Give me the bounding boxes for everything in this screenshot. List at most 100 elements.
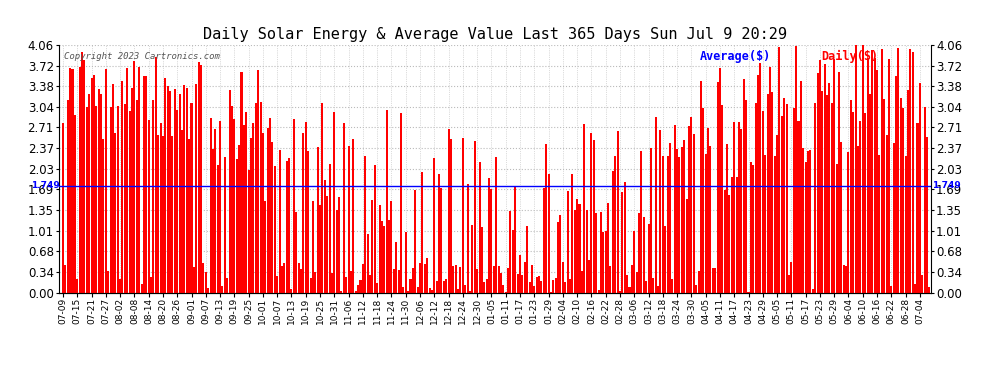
Bar: [849, 100, 851, 292]
Bar: [729, 195, 731, 292]
Bar: [759, 63, 761, 292]
Bar: [136, 100, 138, 292]
Bar: [922, 275, 924, 292]
Bar: [419, 263, 421, 292]
Bar: [902, 108, 904, 292]
Text: Copyright 2023 Cartronics.com: Copyright 2023 Cartronics.com: [63, 53, 220, 62]
Bar: [566, 190, 568, 292]
Bar: [100, 94, 102, 292]
Bar: [390, 201, 392, 292]
Bar: [854, 45, 856, 292]
Bar: [495, 158, 497, 292]
Bar: [76, 279, 78, 292]
Bar: [526, 226, 528, 292]
Bar: [105, 69, 107, 292]
Bar: [842, 266, 844, 292]
Bar: [826, 96, 828, 292]
Bar: [347, 146, 349, 292]
Bar: [595, 213, 597, 292]
Bar: [905, 156, 907, 292]
Bar: [712, 268, 714, 292]
Bar: [871, 50, 873, 292]
Bar: [900, 98, 902, 292]
Bar: [322, 104, 324, 292]
Bar: [742, 79, 744, 292]
Bar: [378, 205, 380, 292]
Bar: [805, 162, 807, 292]
Bar: [319, 206, 321, 292]
Bar: [517, 274, 519, 292]
Bar: [78, 67, 80, 292]
Bar: [202, 263, 204, 292]
Bar: [271, 142, 273, 292]
Bar: [312, 201, 314, 292]
Bar: [498, 266, 500, 292]
Bar: [688, 126, 690, 292]
Bar: [93, 75, 95, 292]
Bar: [522, 274, 524, 292]
Bar: [386, 110, 388, 292]
Bar: [841, 142, 842, 292]
Bar: [388, 220, 390, 292]
Bar: [859, 121, 861, 292]
Bar: [264, 201, 266, 292]
Bar: [519, 255, 521, 292]
Bar: [490, 189, 492, 292]
Bar: [150, 277, 152, 292]
Bar: [429, 288, 431, 292]
Bar: [169, 92, 171, 292]
Bar: [66, 100, 68, 292]
Bar: [219, 121, 221, 292]
Bar: [829, 84, 831, 292]
Bar: [734, 122, 736, 292]
Bar: [110, 107, 112, 292]
Bar: [466, 184, 468, 292]
Bar: [776, 135, 778, 292]
Bar: [302, 133, 304, 292]
Bar: [286, 161, 288, 292]
Bar: [334, 112, 336, 292]
Bar: [545, 144, 547, 292]
Bar: [127, 68, 129, 292]
Bar: [624, 182, 626, 292]
Bar: [343, 123, 345, 292]
Bar: [802, 148, 804, 292]
Bar: [452, 266, 454, 292]
Bar: [124, 104, 126, 292]
Bar: [610, 266, 612, 292]
Bar: [243, 125, 245, 292]
Bar: [531, 265, 533, 292]
Bar: [838, 72, 840, 292]
Bar: [483, 282, 485, 292]
Bar: [224, 157, 226, 292]
Bar: [631, 265, 633, 292]
Bar: [638, 213, 640, 292]
Bar: [195, 84, 197, 292]
Bar: [407, 291, 409, 292]
Bar: [290, 289, 292, 292]
Bar: [795, 46, 797, 292]
Text: 1.749: 1.749: [31, 182, 59, 190]
Text: 1.749: 1.749: [933, 182, 961, 190]
Bar: [847, 153, 849, 292]
Bar: [836, 164, 838, 292]
Bar: [402, 287, 404, 292]
Bar: [481, 227, 483, 292]
Bar: [790, 262, 792, 292]
Bar: [583, 124, 585, 292]
Bar: [383, 226, 385, 292]
Bar: [724, 190, 726, 292]
Bar: [681, 147, 683, 292]
Bar: [141, 284, 143, 292]
Bar: [788, 275, 790, 292]
Bar: [710, 146, 712, 292]
Bar: [678, 157, 680, 292]
Bar: [326, 196, 329, 292]
Bar: [738, 122, 740, 292]
Bar: [200, 65, 202, 292]
Bar: [250, 138, 252, 292]
Bar: [259, 102, 261, 292]
Bar: [814, 103, 816, 292]
Bar: [438, 174, 441, 292]
Bar: [129, 111, 131, 292]
